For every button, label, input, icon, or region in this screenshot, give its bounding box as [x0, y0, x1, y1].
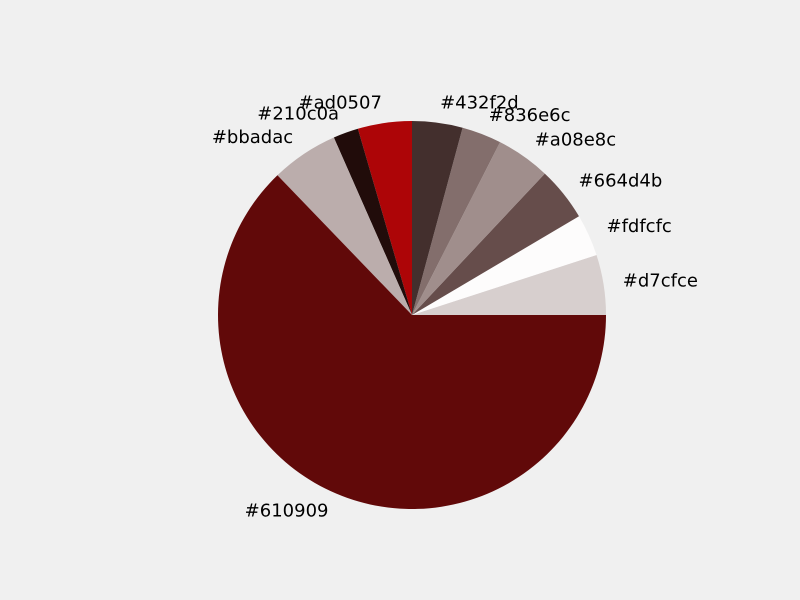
pie-slice — [218, 175, 607, 509]
slice-label: #210c0a — [257, 103, 339, 124]
slice-label: #fdfcfc — [606, 216, 671, 237]
slice-label: #bbadac — [212, 127, 293, 148]
slice-label: #d7cfce — [623, 271, 698, 292]
pie-slice — [333, 128, 412, 315]
pie-slice — [277, 137, 412, 315]
pie-slice — [357, 121, 412, 315]
slice-label: #a08e8c — [535, 129, 616, 150]
slice-label: #ad0507 — [299, 93, 382, 114]
pie-slice — [412, 255, 606, 315]
pie-slice — [412, 121, 463, 315]
pie-slice — [412, 127, 501, 315]
pie-slice — [412, 173, 579, 315]
slice-label: #610909 — [245, 500, 329, 521]
slice-label: #432f2d — [440, 92, 519, 113]
pie-slice — [412, 216, 597, 315]
slice-label: #664d4b — [579, 171, 663, 192]
pie-slice — [412, 142, 545, 315]
slice-label: #836e6c — [489, 105, 571, 126]
